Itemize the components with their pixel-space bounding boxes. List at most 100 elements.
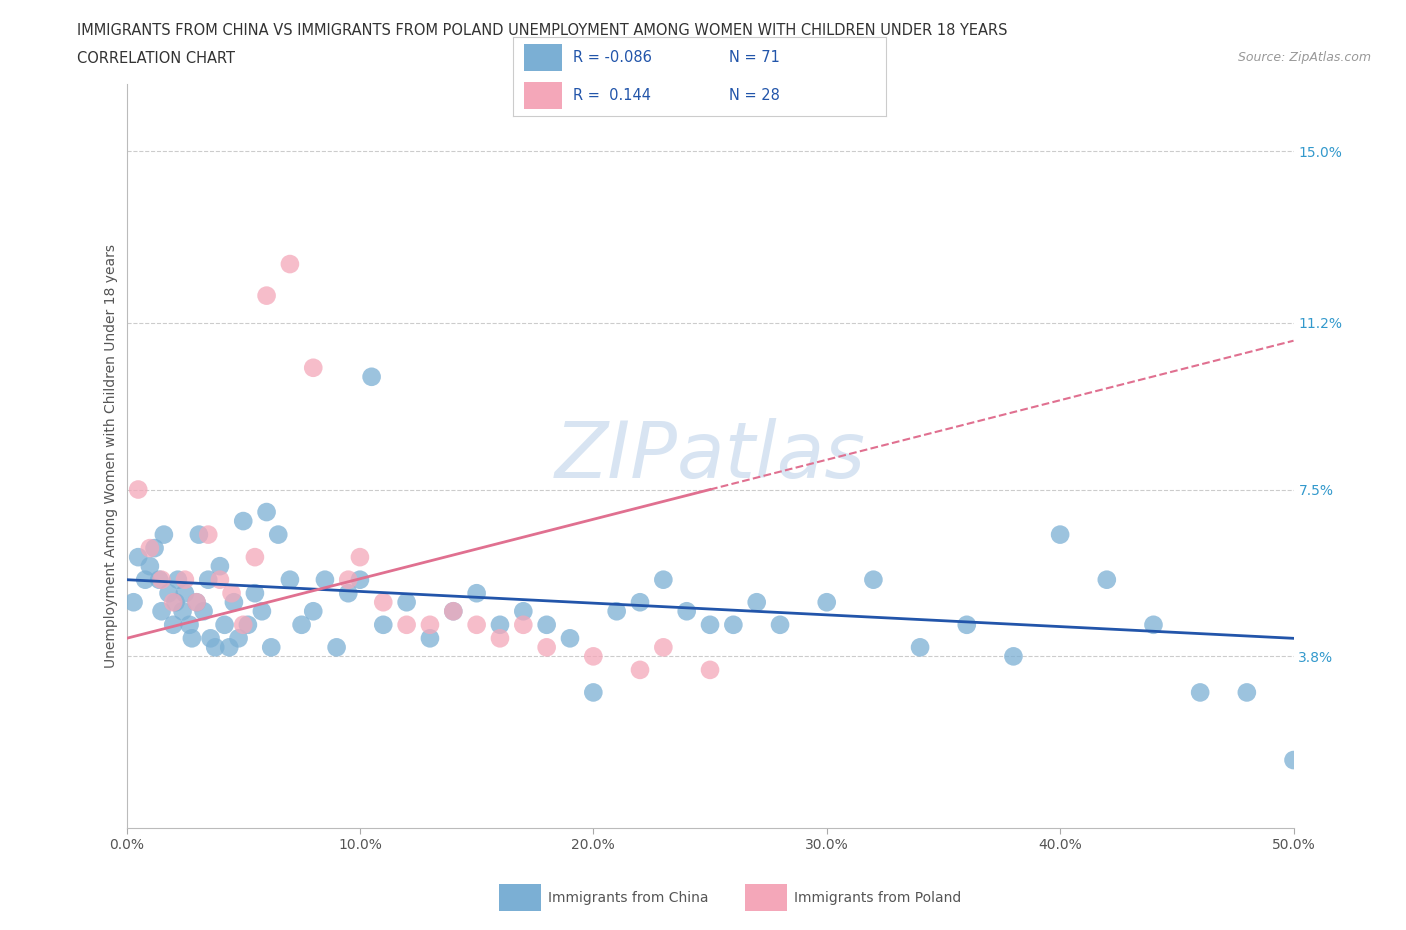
Point	[1002, 649, 1025, 664]
Point	[222, 595, 245, 610]
Point	[232, 618, 254, 632]
Point	[250, 604, 273, 618]
Point	[582, 649, 605, 664]
Point	[290, 618, 312, 632]
Point	[302, 360, 325, 375]
Text: Source: ZipAtlas.com: Source: ZipAtlas.com	[1237, 51, 1371, 64]
Point	[218, 640, 240, 655]
Point	[302, 604, 325, 618]
Point	[278, 257, 301, 272]
Point	[174, 586, 197, 601]
Point	[465, 618, 488, 632]
Point	[862, 572, 884, 587]
Text: CORRELATION CHART: CORRELATION CHART	[77, 51, 235, 66]
Point	[256, 288, 278, 303]
Point	[606, 604, 628, 618]
Text: N = 71: N = 71	[730, 50, 780, 65]
Text: ZIPatlas: ZIPatlas	[554, 418, 866, 494]
Point	[419, 618, 441, 632]
Point	[489, 618, 512, 632]
Point	[769, 618, 792, 632]
Point	[1049, 527, 1071, 542]
Point	[162, 595, 184, 610]
Bar	[524, 82, 561, 109]
Point	[314, 572, 336, 587]
Point	[325, 640, 347, 655]
Point	[180, 631, 202, 645]
Text: N = 28: N = 28	[730, 88, 780, 103]
Point	[186, 595, 208, 610]
Point	[236, 618, 259, 632]
Point	[956, 618, 979, 632]
Bar	[524, 45, 561, 72]
Text: Immigrants from Poland: Immigrants from Poland	[794, 891, 962, 906]
Point	[349, 572, 371, 587]
Point	[1236, 685, 1258, 700]
Point	[186, 595, 208, 610]
Point	[815, 595, 838, 610]
Point	[267, 527, 290, 542]
Point	[208, 559, 231, 574]
Point	[260, 640, 283, 655]
Point	[127, 550, 149, 565]
Y-axis label: Unemployment Among Women with Children Under 18 years: Unemployment Among Women with Children U…	[104, 244, 118, 668]
Text: IMMIGRANTS FROM CHINA VS IMMIGRANTS FROM POLAND UNEMPLOYMENT AMONG WOMEN WITH CH: IMMIGRANTS FROM CHINA VS IMMIGRANTS FROM…	[77, 23, 1008, 38]
Text: Immigrants from China: Immigrants from China	[548, 891, 709, 906]
Point	[165, 595, 187, 610]
Point	[536, 640, 558, 655]
Point	[628, 662, 651, 677]
Point	[628, 595, 651, 610]
Point	[243, 550, 266, 565]
Point	[512, 618, 534, 632]
Point	[167, 572, 190, 587]
Point	[278, 572, 301, 587]
Point	[699, 618, 721, 632]
Point	[204, 640, 226, 655]
Point	[143, 540, 166, 555]
Point	[558, 631, 581, 645]
Point	[179, 618, 201, 632]
Point	[153, 527, 176, 542]
Text: R = -0.086: R = -0.086	[572, 50, 651, 65]
Point	[349, 550, 371, 565]
Point	[174, 572, 197, 587]
Point	[187, 527, 209, 542]
Point	[139, 559, 162, 574]
Point	[162, 618, 184, 632]
Point	[197, 572, 219, 587]
Point	[214, 618, 236, 632]
Text: R =  0.144: R = 0.144	[572, 88, 651, 103]
Point	[395, 595, 418, 610]
Point	[1189, 685, 1212, 700]
Point	[373, 595, 395, 610]
Point	[228, 631, 250, 645]
Point	[193, 604, 215, 618]
Point	[1282, 752, 1305, 767]
Point	[1095, 572, 1118, 587]
Point	[489, 631, 512, 645]
Point	[536, 618, 558, 632]
Point	[256, 505, 278, 520]
Point	[157, 586, 180, 601]
Point	[122, 595, 145, 610]
Point	[134, 572, 156, 587]
Point	[723, 618, 745, 632]
Point	[675, 604, 697, 618]
Point	[337, 586, 360, 601]
Point	[582, 685, 605, 700]
Point	[360, 369, 382, 384]
Point	[908, 640, 931, 655]
Point	[172, 604, 194, 618]
Point	[150, 604, 173, 618]
Point	[208, 572, 231, 587]
Point	[243, 586, 266, 601]
Point	[232, 513, 254, 528]
Point	[419, 631, 441, 645]
Point	[512, 604, 534, 618]
Point	[465, 586, 488, 601]
Point	[127, 482, 149, 497]
Point	[373, 618, 395, 632]
Point	[221, 586, 243, 601]
Point	[652, 640, 675, 655]
Point	[150, 572, 173, 587]
